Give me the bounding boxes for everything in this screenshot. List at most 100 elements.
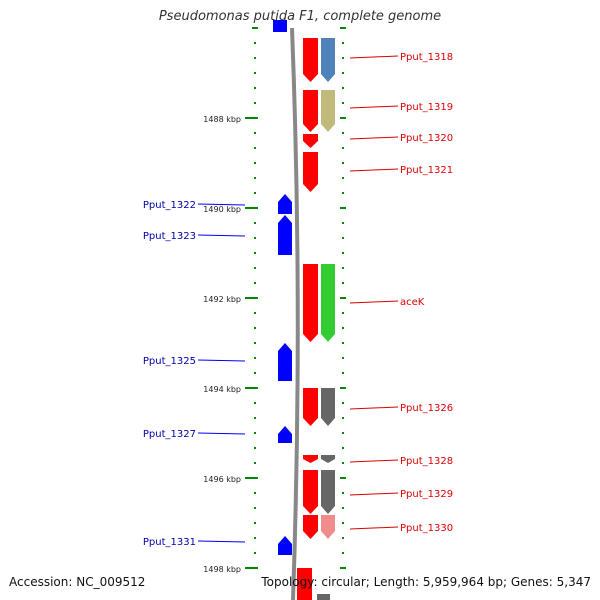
minor-tick: [342, 552, 344, 554]
label-leader: [349, 492, 399, 496]
minor-tick: [254, 162, 256, 164]
forward-gene-pput-1326: [303, 388, 318, 426]
minor-tick: [254, 312, 256, 314]
reverse-gene-label: Pput_1322: [143, 200, 196, 211]
minor-tick: [342, 402, 344, 404]
major-tick: [252, 207, 258, 209]
minor-tick: [342, 132, 344, 134]
cog-bar-pput-1329: [321, 470, 335, 514]
minor-tick: [342, 432, 344, 434]
accession-label: Accession: NC_009512: [9, 575, 146, 589]
minor-tick: [342, 57, 344, 59]
scale-tick: [245, 387, 254, 389]
genome-backbone: [290, 27, 300, 600]
scale-label: 1490 kbp: [203, 205, 241, 214]
reverse-gene-pput-1323: [278, 215, 292, 255]
reverse-gene-partial: [273, 20, 287, 32]
minor-tick: [254, 267, 256, 269]
minor-tick: [254, 57, 256, 59]
scale-tick: [245, 297, 254, 299]
minor-tick: [254, 87, 256, 89]
minor-tick: [254, 147, 256, 149]
major-tick: [340, 387, 346, 389]
forward-gene-partial: [297, 568, 312, 600]
genome-summary: Topology: circular; Length: 5,959,964 bp…: [261, 575, 591, 589]
label-leader: [349, 136, 399, 140]
major-tick: [340, 567, 346, 569]
minor-tick: [254, 507, 256, 509]
minor-tick: [254, 402, 256, 404]
forward-gene-label: Pput_1318: [400, 52, 453, 63]
forward-gene-label: Pput_1320: [400, 133, 453, 144]
minor-tick: [342, 237, 344, 239]
minor-tick: [342, 102, 344, 104]
major-tick: [340, 207, 346, 209]
minor-tick: [342, 267, 344, 269]
reverse-gene-label: Pput_1323: [143, 231, 196, 242]
reverse-gene-label: Pput_1327: [143, 429, 196, 440]
label-leader: [197, 234, 246, 237]
minor-tick: [342, 252, 344, 254]
major-tick: [340, 117, 346, 119]
forward-gene-label: Pput_1330: [400, 523, 453, 534]
minor-tick: [342, 282, 344, 284]
label-leader: [349, 105, 399, 109]
forward-gene-pput-1320: [303, 134, 318, 148]
forward-tick-track: [340, 27, 346, 569]
scale-label: 1496 kbp: [203, 475, 241, 484]
scale-label: 1494 kbp: [203, 385, 241, 394]
forward-gene-label: Pput_1329: [400, 489, 453, 500]
reverse-gene-pput-1331: [278, 536, 292, 555]
scale-tick: [245, 477, 254, 479]
minor-tick: [254, 192, 256, 194]
minor-tick: [254, 252, 256, 254]
major-tick: [252, 27, 258, 29]
label-leader: [197, 432, 246, 435]
reverse-gene-pput-1327: [278, 426, 292, 443]
minor-tick: [254, 462, 256, 464]
minor-tick: [342, 162, 344, 164]
scale-label: 1488 kbp: [203, 115, 241, 124]
minor-tick: [342, 87, 344, 89]
minor-tick: [342, 327, 344, 329]
forward-gene-label: Pput_1319: [400, 102, 453, 113]
reverse-gene-pput-1325: [278, 343, 292, 381]
reverse-gene-label: Pput_1325: [143, 356, 196, 367]
minor-tick: [254, 492, 256, 494]
major-tick: [340, 477, 346, 479]
minor-tick: [254, 417, 256, 419]
forward-gene-pput-1318: [303, 38, 318, 82]
forward-gene-label: aceK: [400, 297, 425, 308]
cog-bar-acek: [321, 264, 335, 342]
minor-tick: [254, 222, 256, 224]
minor-tick: [254, 372, 256, 374]
cog-bar-pput-1326: [321, 388, 335, 426]
scale-label: 1498 kbp: [203, 565, 241, 574]
scale-tick: [245, 117, 254, 119]
minor-tick: [254, 282, 256, 284]
scale-label: 1492 kbp: [203, 295, 241, 304]
forward-gene-pput-1329: [303, 470, 318, 514]
label-leader: [349, 300, 399, 304]
scale-tick: [245, 567, 254, 569]
minor-tick: [254, 537, 256, 539]
forward-gene-label: Pput_1326: [400, 403, 453, 414]
reverse-tick-track: [252, 27, 258, 569]
major-tick: [340, 297, 346, 299]
label-leader: [349, 55, 399, 59]
minor-tick: [342, 357, 344, 359]
major-tick: [252, 387, 258, 389]
minor-tick: [342, 507, 344, 509]
minor-tick: [342, 492, 344, 494]
cog-partial: [317, 594, 330, 600]
minor-tick: [342, 537, 344, 539]
label-leader: [197, 203, 246, 206]
forward-gene-label: Pput_1321: [400, 165, 453, 176]
minor-tick: [254, 447, 256, 449]
minor-tick: [254, 177, 256, 179]
forward-gene-pput-1319: [303, 90, 318, 132]
label-leader: [349, 526, 399, 530]
forward-gene-pput-1328: [303, 455, 318, 463]
reverse-gene-pput-1322: [278, 194, 292, 214]
